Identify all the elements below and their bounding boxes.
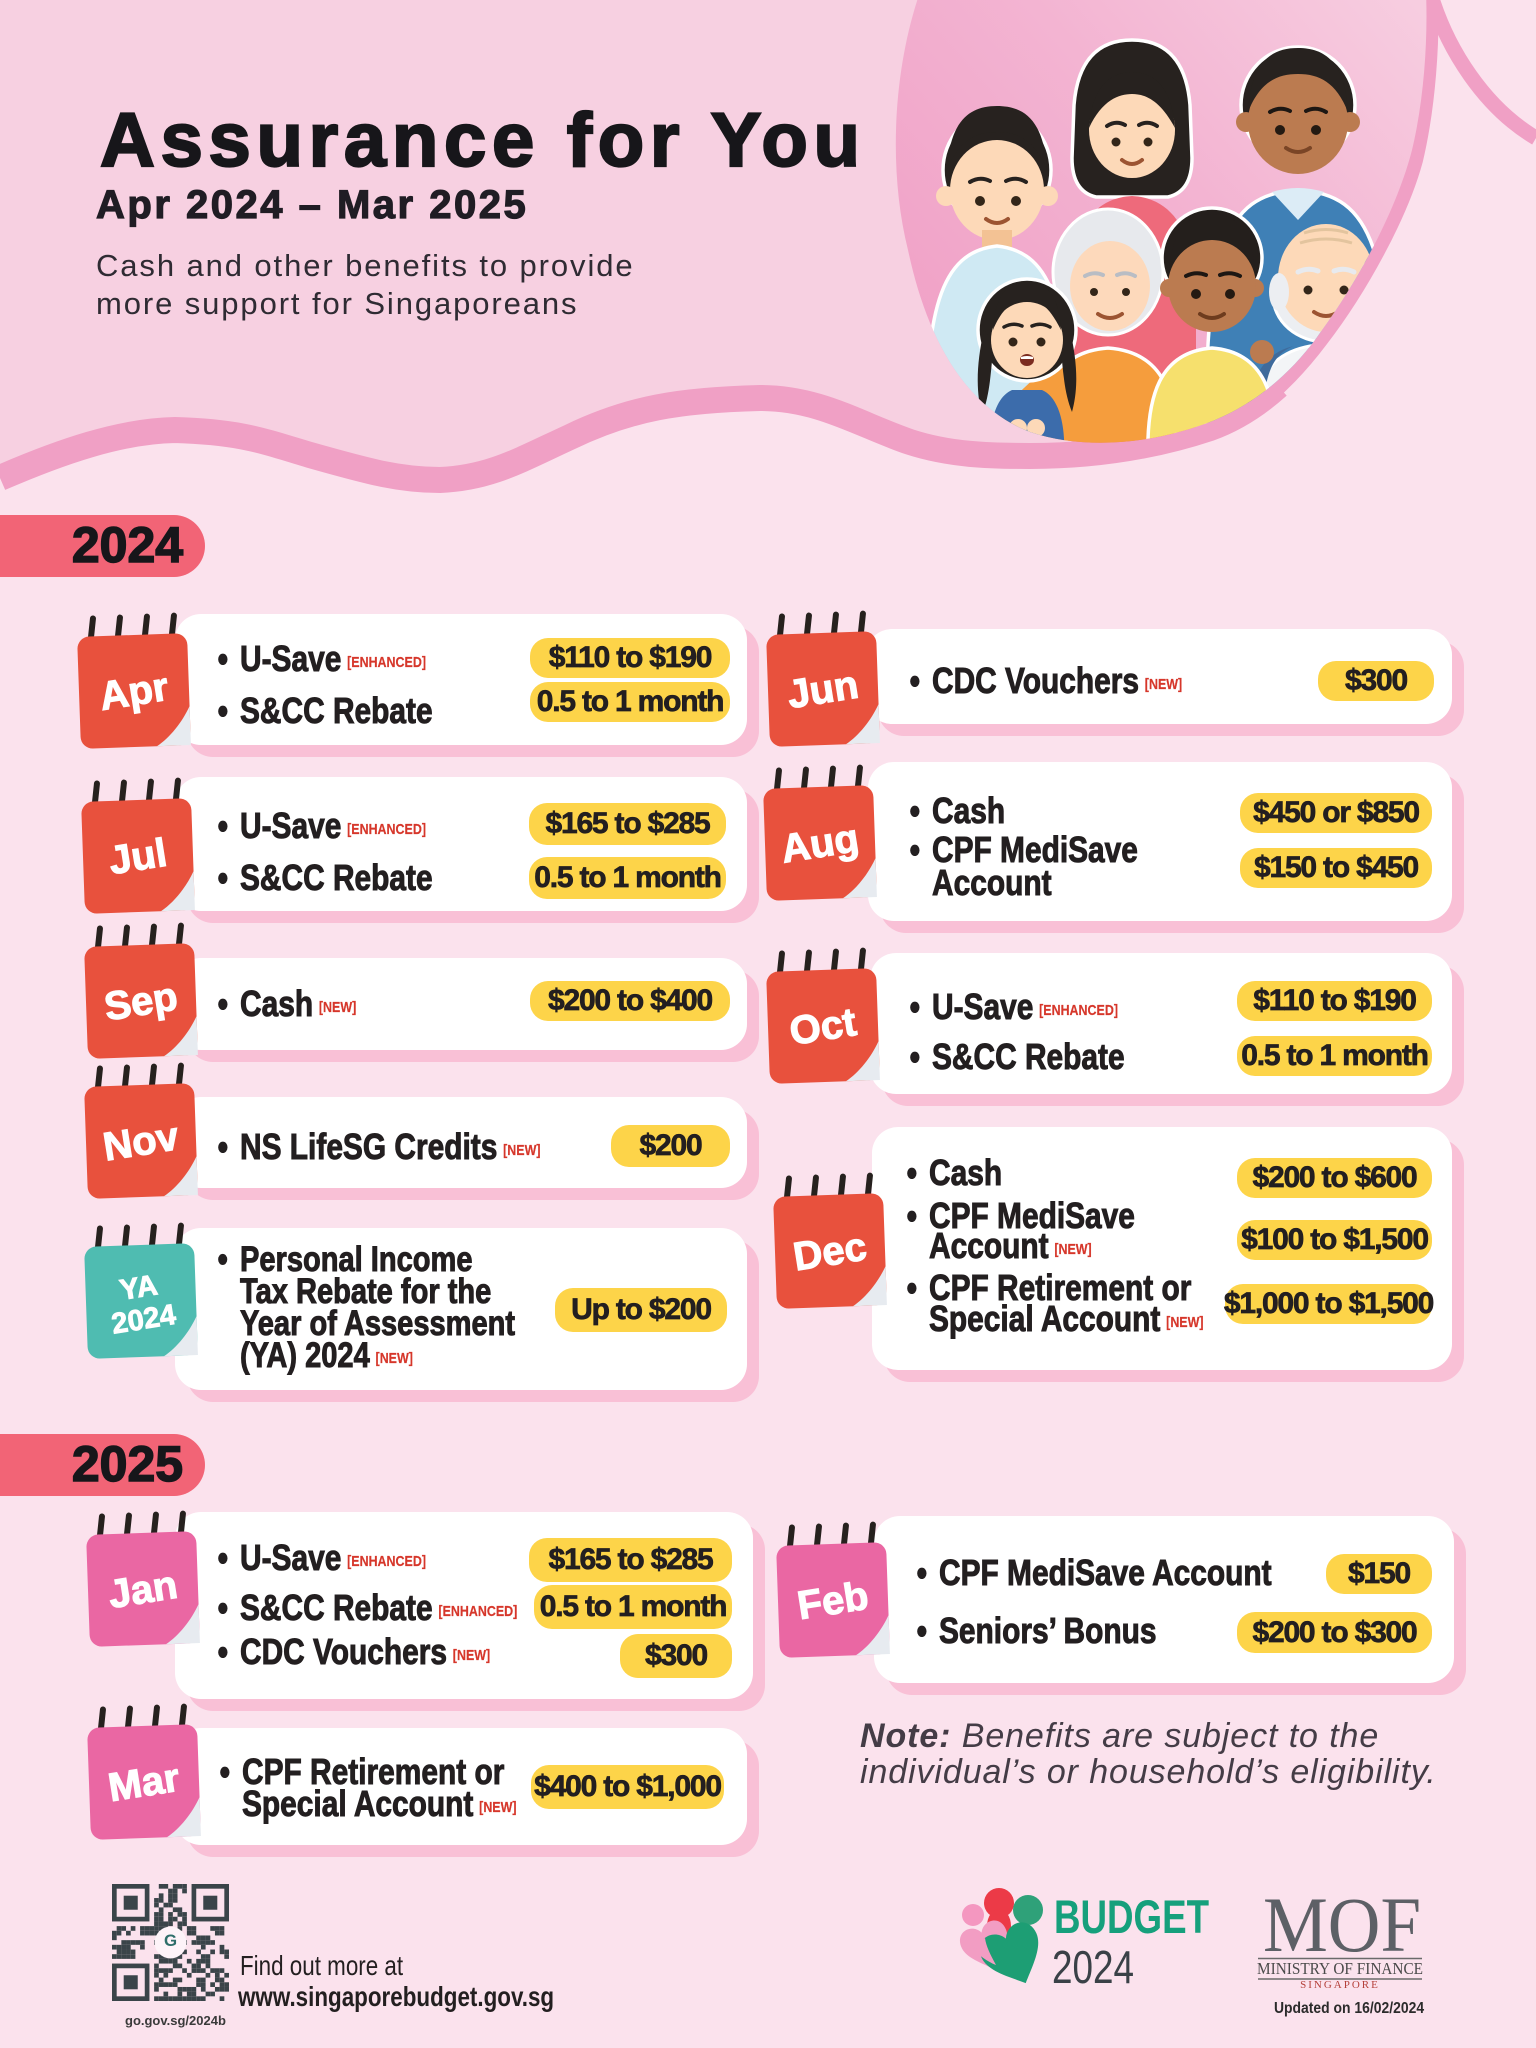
svg-text:G: G — [164, 1931, 177, 1950]
svg-text:MINISTRY OF FINANCE: MINISTRY OF FINANCE — [1257, 1959, 1423, 1978]
svg-text:MOF: MOF — [1263, 1885, 1421, 1968]
svg-text:Jul: Jul — [106, 831, 170, 883]
svg-text:2024: 2024 — [1052, 1941, 1134, 1993]
svg-text:SINGAPORE: SINGAPORE — [1300, 1979, 1380, 1991]
svg-text:Oct: Oct — [787, 1000, 860, 1054]
svg-text:BUDGET: BUDGET — [1054, 1890, 1209, 1943]
svg-text:Sep: Sep — [101, 975, 180, 1030]
